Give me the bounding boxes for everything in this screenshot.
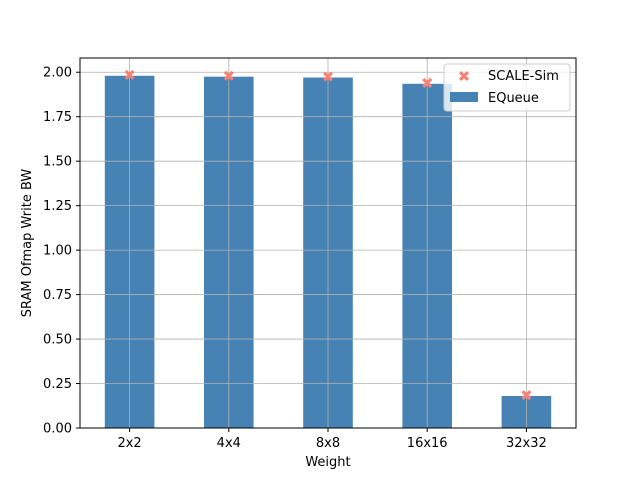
legend-patch-equeue <box>450 92 478 102</box>
y-tick-label-3: 0.75 <box>43 288 72 303</box>
y-tick-label-6: 1.50 <box>43 155 72 170</box>
marker-scale-sim-16x16 <box>422 77 433 88</box>
x-axis-title: Weight <box>305 455 350 470</box>
legend-marker-scale-sim <box>459 71 469 81</box>
y-tick-label-7: 1.75 <box>43 110 72 125</box>
legend-label-scale-sim: SCALE-Sim <box>488 69 559 84</box>
y-tick-label-8: 2.00 <box>43 66 72 81</box>
x-tick-label-32x32: 32x32 <box>506 436 547 451</box>
y-axis-title: SRAM Ofmap Write BW <box>20 169 35 318</box>
x-axis-ticks: 2x2 4x4 8x8 16x16 32x32 <box>117 428 547 451</box>
y-tick-label-4: 1.00 <box>43 244 72 259</box>
marker-scale-sim-32x32 <box>521 390 532 401</box>
legend: SCALE-Sim EQueue <box>443 63 571 112</box>
y-tick-label-0: 0.00 <box>43 422 72 437</box>
marker-scale-sim-2x2 <box>124 69 135 80</box>
x-tick-label-4x4: 4x4 <box>217 436 241 451</box>
marker-scale-sim-4x4 <box>223 70 234 81</box>
y-tick-label-5: 1.25 <box>43 199 72 214</box>
marker-scale-sim-8x8 <box>323 71 333 82</box>
x-tick-label-16x16: 16x16 <box>407 436 448 451</box>
y-tick-label-2: 0.50 <box>43 333 72 348</box>
y-axis-ticks: 0.00 0.25 0.50 0.75 1.00 1.25 1.50 1.75 2.00 <box>43 66 80 437</box>
marker-series-scale-sim <box>124 69 532 401</box>
x-tick-label-8x8: 8x8 <box>316 436 340 451</box>
legend-label-equeue: EQueue <box>488 91 539 106</box>
x-tick-label-2x2: 2x2 <box>117 436 141 451</box>
y-tick-label-1: 0.25 <box>43 377 72 392</box>
